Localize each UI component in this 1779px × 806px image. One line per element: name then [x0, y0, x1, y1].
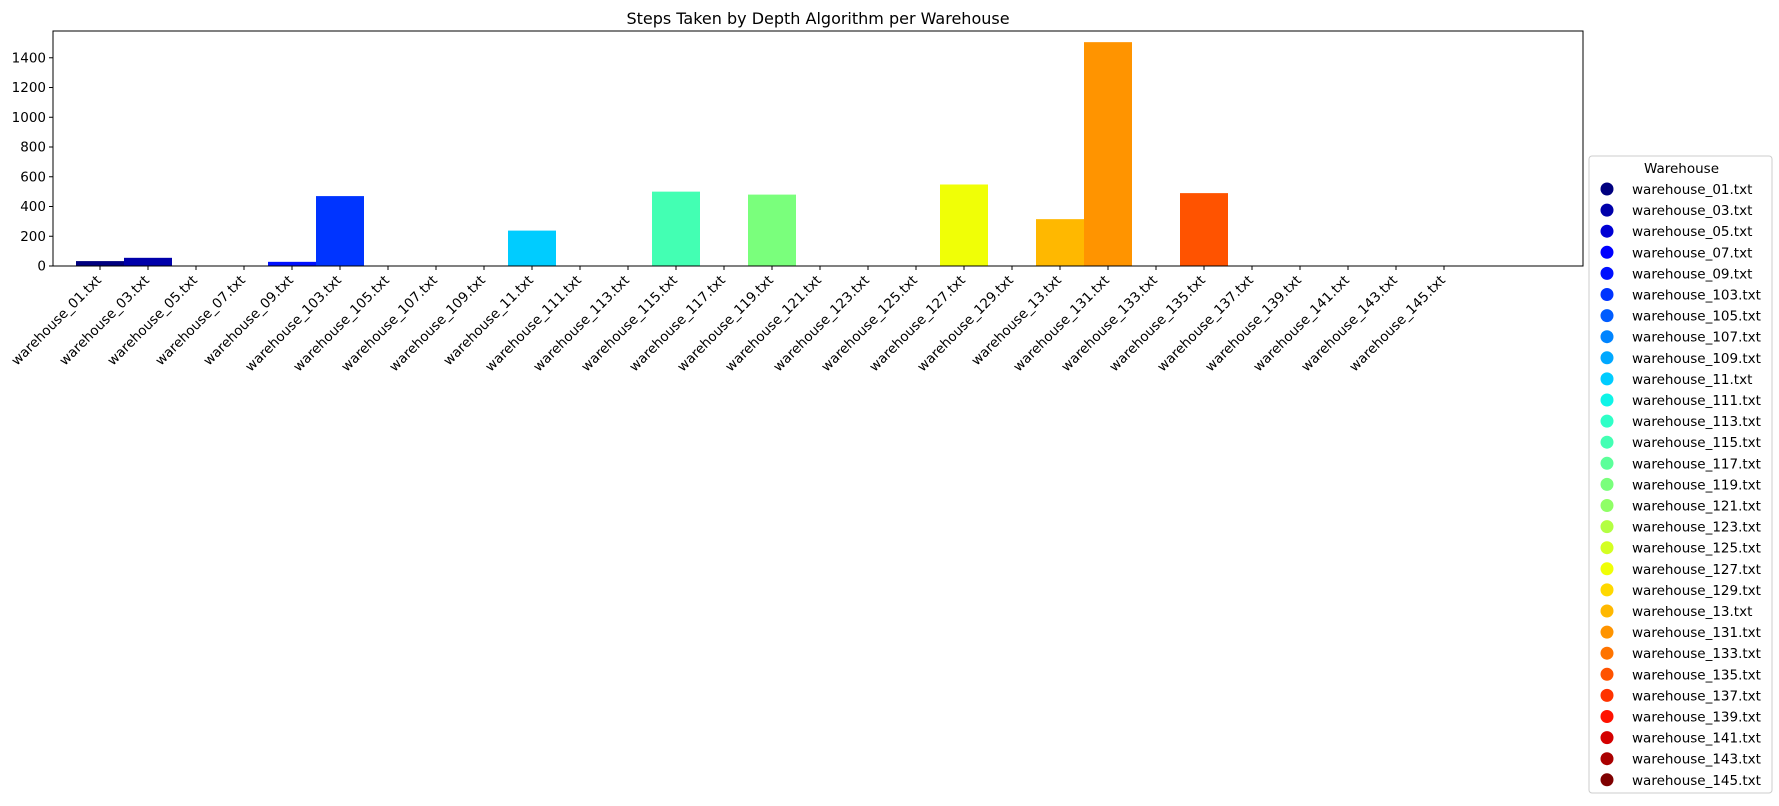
legend-marker [1600, 604, 1614, 618]
legend-marker [1600, 351, 1614, 365]
legend-entry-label: warehouse_03.txt [1632, 203, 1752, 219]
legend-frame [1588, 155, 1773, 794]
x-tick-label: warehouse_11.txt [440, 273, 536, 369]
legend-marker [1600, 182, 1614, 196]
legend-marker [1600, 414, 1614, 428]
legend-entry-label: warehouse_123.txt [1632, 520, 1761, 536]
legend: Warehouse warehouse_01.txt warehouse_03.tx… [1588, 155, 1773, 794]
legend-entry-label: warehouse_145.txt [1632, 773, 1761, 789]
legend-entry-label: warehouse_09.txt [1632, 266, 1752, 282]
y-tick-label: 200 [20, 229, 46, 245]
legend-marker [1600, 499, 1614, 512]
legend-entry-label: warehouse_13.txt [1632, 604, 1752, 620]
bar [1180, 193, 1228, 266]
legend-entry-label: warehouse_133.txt [1632, 646, 1761, 662]
legend-marker [1600, 203, 1614, 217]
legend-entry-label: warehouse_103.txt [1632, 288, 1761, 304]
legend-entry-label: warehouse_119.txt [1632, 477, 1761, 493]
legend-marker [1600, 625, 1614, 639]
legend-marker [1600, 710, 1614, 723]
legend-marker [1600, 752, 1614, 766]
legend-marker [1600, 224, 1614, 238]
x-tick-label: warehouse_145.txt [1346, 273, 1449, 376]
legend-marker [1600, 667, 1614, 681]
legend-entry-label: warehouse_143.txt [1632, 752, 1761, 768]
legend-marker [1600, 562, 1614, 576]
legend-entry-label: warehouse_109.txt [1632, 351, 1761, 367]
legend-entry-label: warehouse_137.txt [1632, 688, 1761, 704]
y-tick-label: 800 [20, 140, 46, 156]
legend-marker [1600, 372, 1614, 386]
legend-entry-label: warehouse_113.txt [1632, 414, 1761, 430]
legend-marker [1600, 288, 1614, 301]
legend-marker [1600, 456, 1614, 470]
legend-marker [1600, 688, 1614, 702]
legend-entry-label: warehouse_125.txt [1632, 541, 1761, 557]
legend-marker [1600, 731, 1614, 745]
legend-entry-label: warehouse_05.txt [1632, 224, 1752, 240]
x-tick-label: warehouse_05.txt [104, 273, 200, 369]
legend-marker [1600, 583, 1614, 597]
bar [940, 184, 988, 266]
legend-entry-label: warehouse_141.txt [1632, 731, 1761, 747]
legend-marker [1600, 309, 1614, 323]
legend-entry-label: warehouse_115.txt [1632, 435, 1761, 451]
legend-marker [1600, 266, 1614, 280]
legend-marker [1600, 646, 1614, 660]
bar [508, 230, 556, 266]
bar [652, 191, 700, 266]
legend-entry-label: warehouse_111.txt [1632, 393, 1761, 409]
legend-entry-label: warehouse_131.txt [1632, 625, 1761, 641]
plot-frame [52, 30, 1584, 267]
y-tick-label: 1200 [12, 80, 46, 96]
legend-entry-label: warehouse_129.txt [1632, 583, 1761, 599]
bar [1084, 42, 1132, 267]
bar [316, 196, 364, 266]
plot-area: 0 200 400 600 800 1000 1200 1400 warehouse_01.tx… [8, 42, 1449, 376]
y-tick-label: 1400 [12, 50, 46, 66]
bar [76, 261, 124, 266]
legend-marker [1600, 245, 1614, 259]
y-tick-label: 600 [20, 169, 46, 185]
legend-marker [1600, 477, 1614, 491]
legend-entry-label: warehouse_135.txt [1632, 667, 1761, 683]
legend-marker [1600, 330, 1614, 344]
bar [268, 261, 316, 266]
y-tick-label: 1000 [12, 110, 46, 126]
bar [1036, 219, 1084, 266]
legend-marker [1600, 773, 1614, 787]
x-tick-label: warehouse_01.txt [8, 273, 104, 369]
legend-entry-label: warehouse_117.txt [1632, 456, 1761, 472]
x-tick-label: warehouse_13.txt [968, 273, 1064, 369]
legend-entry-label: warehouse_127.txt [1632, 562, 1761, 578]
legend-marker [1600, 520, 1614, 534]
y-tick-label: 0 [37, 259, 46, 275]
legend-title: Warehouse [1644, 161, 1719, 177]
bar [124, 257, 172, 266]
legend-entry-label: warehouse_139.txt [1632, 710, 1761, 726]
legend-marker [1600, 393, 1614, 407]
legend-entry-label: warehouse_01.txt [1632, 182, 1752, 198]
legend-entry-label: warehouse_121.txt [1632, 499, 1761, 515]
x-tick-label: warehouse_09.txt [200, 273, 296, 369]
x-tick-label: warehouse_07.txt [152, 273, 248, 369]
legend-entry-label: warehouse_11.txt [1632, 372, 1752, 388]
legend-entry-label: warehouse_07.txt [1632, 245, 1752, 261]
y-tick-label: 400 [20, 199, 46, 215]
x-tick-label: warehouse_03.txt [56, 273, 152, 369]
legend-marker [1600, 435, 1614, 449]
legend-entry-label: warehouse_105.txt [1632, 309, 1761, 325]
bar [748, 194, 796, 266]
legend-entry-label: warehouse_107.txt [1632, 330, 1761, 346]
chart-title: Steps Taken by Depth Algorithm per Wareh… [626, 9, 1009, 28]
legend-marker [1600, 541, 1614, 555]
